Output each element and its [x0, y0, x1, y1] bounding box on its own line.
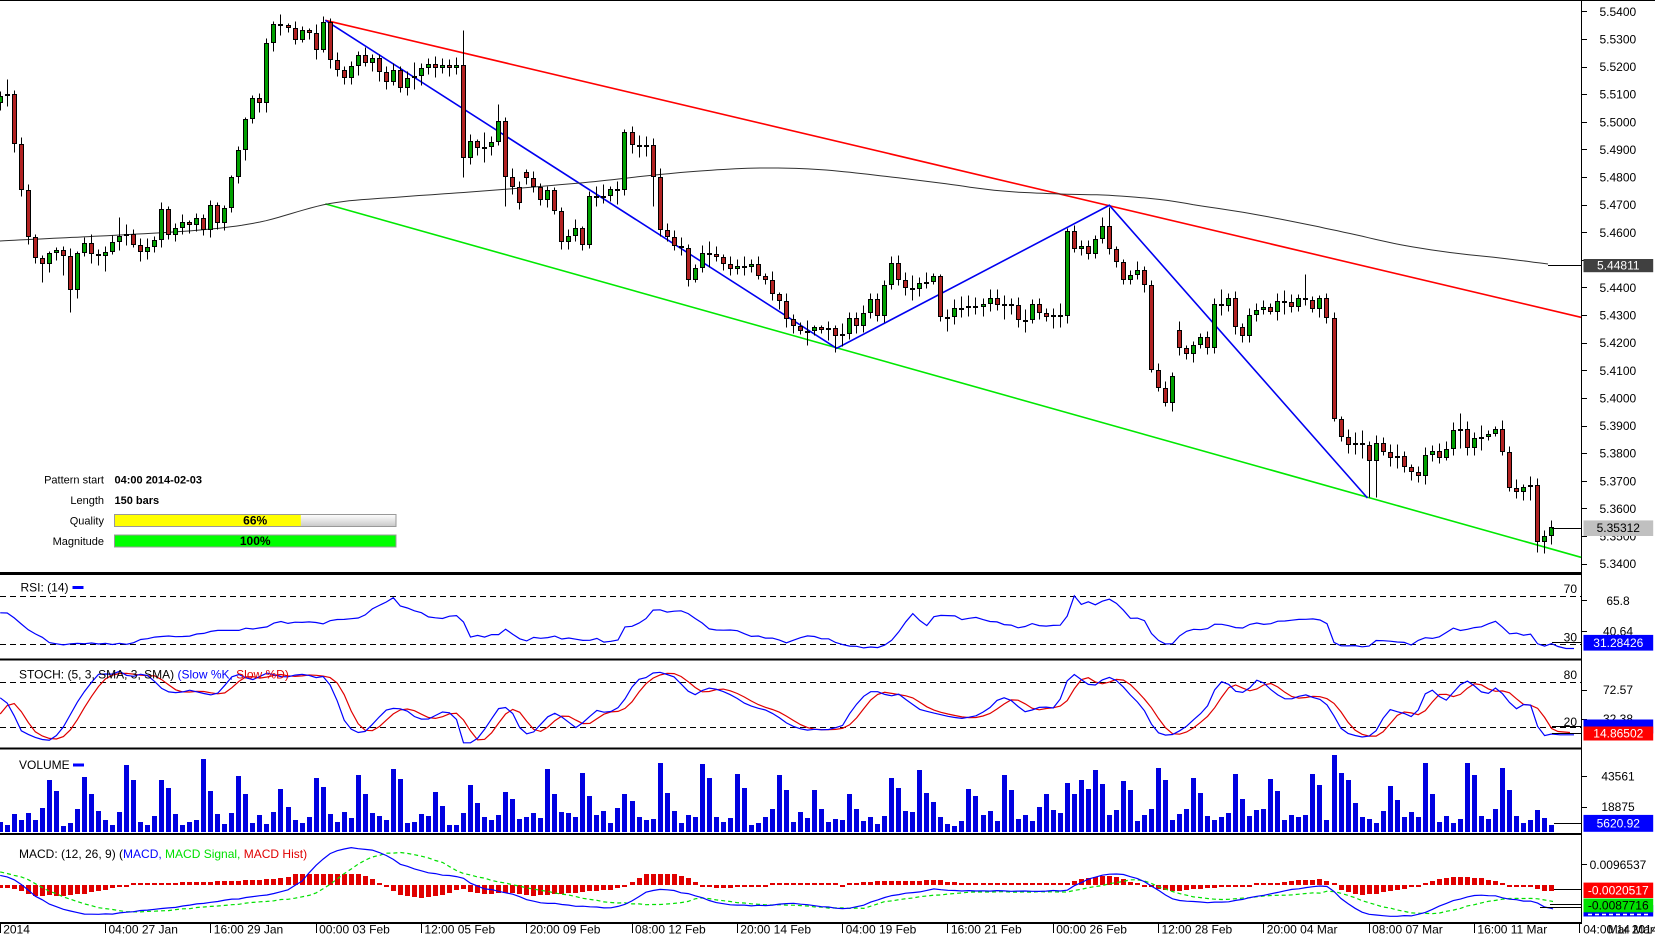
svg-text:5.3400: 5.3400 — [1600, 557, 1637, 571]
svg-text:Magnitude: Magnitude — [53, 536, 104, 548]
svg-text:5.4700: 5.4700 — [1600, 198, 1637, 212]
svg-text:Mar 2014: Mar 2014 — [1608, 923, 1655, 937]
svg-text:5.35312: 5.35312 — [1597, 521, 1641, 535]
svg-text:5.4800: 5.4800 — [1600, 171, 1637, 185]
svg-text:12:00 05 Feb: 12:00 05 Feb — [424, 923, 495, 937]
svg-text:72.57: 72.57 — [1603, 683, 1633, 697]
svg-text:04:00 27 Jan: 04:00 27 Jan — [109, 923, 178, 937]
svg-text:Quality: Quality — [70, 516, 105, 528]
svg-text:MACD: (12, 26, 9) (MACD, MACD: MACD: (12, 26, 9) (MACD, MACD Signal, MA… — [19, 847, 307, 861]
svg-text:65.8: 65.8 — [1606, 594, 1630, 608]
svg-text:5.4300: 5.4300 — [1600, 309, 1637, 323]
svg-text:100%: 100% — [240, 534, 271, 548]
svg-text:12:00 28 Feb: 12:00 28 Feb — [1162, 923, 1233, 937]
svg-text:RSI: (14): RSI: (14) — [21, 581, 69, 595]
svg-text:20:00 09 Feb: 20:00 09 Feb — [530, 923, 601, 937]
svg-text:20:00 14 Feb: 20:00 14 Feb — [740, 923, 811, 937]
svg-text:5.4200: 5.4200 — [1600, 336, 1637, 350]
svg-text:16:00 21 Feb: 16:00 21 Feb — [951, 923, 1022, 937]
svg-text:5620.92: 5620.92 — [1597, 816, 1641, 830]
svg-text:00:00 03 Feb: 00:00 03 Feb — [319, 923, 390, 937]
svg-text:14.86502: 14.86502 — [1593, 727, 1643, 741]
svg-text:5.3600: 5.3600 — [1600, 502, 1637, 516]
svg-text:18875: 18875 — [1601, 800, 1635, 814]
svg-text:00:00 26 Feb: 00:00 26 Feb — [1056, 923, 1127, 937]
svg-text:5.5200: 5.5200 — [1600, 60, 1637, 74]
svg-text:Length: Length — [70, 495, 104, 507]
svg-text:5.4900: 5.4900 — [1600, 143, 1637, 157]
svg-text:5.3700: 5.3700 — [1600, 474, 1637, 488]
svg-text:5.5300: 5.5300 — [1600, 32, 1637, 46]
svg-text:5.3900: 5.3900 — [1600, 419, 1637, 433]
svg-text:80: 80 — [1564, 668, 1578, 682]
svg-text:VOLUME: VOLUME — [19, 758, 70, 772]
svg-text:31.28426: 31.28426 — [1593, 636, 1643, 650]
svg-text:08:00 07 Mar: 08:00 07 Mar — [1372, 923, 1443, 937]
svg-text:5.4000: 5.4000 — [1600, 392, 1637, 406]
svg-text:16:00 11 Mar: 16:00 11 Mar — [1477, 923, 1547, 937]
svg-text:20: 20 — [1564, 715, 1578, 729]
svg-text:-0.0020517: -0.0020517 — [1588, 883, 1649, 897]
svg-text:04:00 19 Feb: 04:00 19 Feb — [846, 923, 917, 937]
svg-text:-0.0087716: -0.0087716 — [1588, 898, 1649, 912]
svg-text:20:00 04 Mar: 20:00 04 Mar — [1267, 923, 1338, 937]
svg-text:STOCH: (5, 3, SMA, 3, SMA) (Sl: STOCH: (5, 3, SMA, 3, SMA) (Slow %K, Slo… — [19, 668, 289, 682]
svg-text:5.5100: 5.5100 — [1600, 88, 1637, 102]
svg-text:30: 30 — [1564, 631, 1578, 645]
svg-text:16:00 29 Jan: 16:00 29 Jan — [214, 923, 283, 937]
svg-text:5.4400: 5.4400 — [1600, 281, 1637, 295]
svg-text:66%: 66% — [243, 514, 267, 528]
svg-text:70: 70 — [1564, 582, 1578, 596]
svg-text:5.5400: 5.5400 — [1600, 5, 1637, 19]
svg-text:04:00 2014-02-03: 04:00 2014-02-03 — [115, 475, 202, 487]
svg-text:04:00 14 Mar: 04:00 14 Mar — [1583, 923, 1654, 937]
svg-text:150 bars: 150 bars — [115, 495, 160, 507]
svg-text:5.44811: 5.44811 — [1597, 259, 1640, 273]
svg-text:Pattern start: Pattern start — [44, 475, 104, 487]
svg-text:5.5000: 5.5000 — [1600, 115, 1637, 129]
svg-text:2014: 2014 — [3, 923, 30, 937]
svg-text:5.4100: 5.4100 — [1600, 364, 1637, 378]
svg-text:5.4600: 5.4600 — [1600, 226, 1637, 240]
svg-text:08:00 12 Feb: 08:00 12 Feb — [635, 923, 706, 937]
svg-text:0.0096537: 0.0096537 — [1590, 858, 1647, 872]
svg-text:5.3800: 5.3800 — [1600, 447, 1637, 461]
svg-text:43561: 43561 — [1601, 770, 1635, 784]
